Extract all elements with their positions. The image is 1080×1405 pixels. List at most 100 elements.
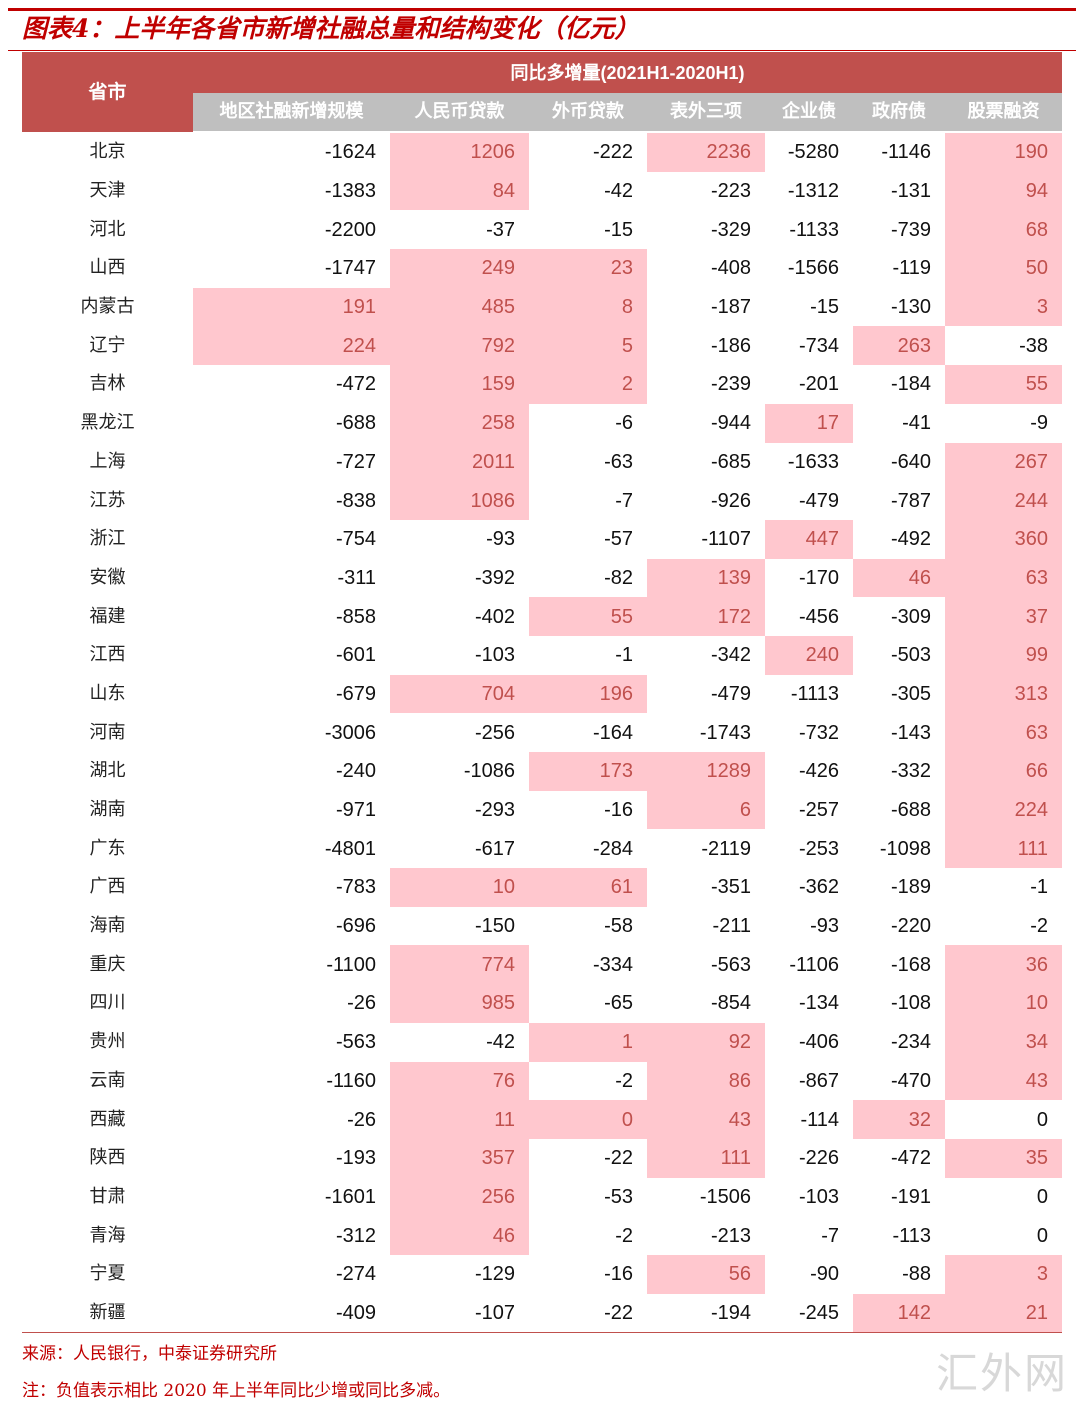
value-cell: -113 <box>892 1224 931 1247</box>
value-cell: -351 <box>710 876 751 899</box>
value-cell: 1 <box>529 1022 647 1062</box>
value-cell: -679 <box>335 682 376 705</box>
value-cell: 61 <box>529 868 647 907</box>
figure-title: 图表4：上半年各省市新增社融总量和结构变化（亿元） <box>22 14 640 43</box>
value-cell: 43 <box>647 1100 765 1139</box>
header-group: 同比多增量(2021H1-2020H1) <box>193 52 1063 93</box>
value-cell: -1624 <box>324 141 376 164</box>
column-header: 表外三项 <box>647 93 765 133</box>
value-cell: -971 <box>335 799 376 822</box>
value-cell: 1086 <box>390 481 529 520</box>
value-cell: 704 <box>390 674 529 714</box>
value-cell: 447 <box>765 519 853 559</box>
table-row: 甘肃 -1601 256 -53 -1506 -103 -191 0 <box>22 1177 1062 1217</box>
value-cell: -143 <box>890 721 931 744</box>
value-cell: -82 <box>604 566 633 589</box>
value-cell: -3006 <box>324 721 376 744</box>
value-cell: -9 <box>1030 412 1049 435</box>
value-cell: 99 <box>945 635 1063 675</box>
table-row: 江苏 -838 1086 -7 -926 -479 -787 244 <box>22 481 1063 520</box>
value-cell: -409 <box>193 1293 390 1334</box>
value-cell: -41 <box>902 412 931 435</box>
value-cell: -1160 <box>326 1069 376 1092</box>
province-cell: 江西 <box>89 644 126 666</box>
value-cell: 360 <box>945 519 1063 559</box>
column-header: 人民币贷款 <box>390 93 529 133</box>
value-cell: -193 <box>335 1147 376 1170</box>
value-cell: -130 <box>890 296 931 319</box>
value-cell: -90 <box>810 1263 839 1286</box>
table-row: 河北 -2200 -37 -15 -329 -1133 -739 68 <box>22 210 1063 250</box>
value-cell: -362 <box>798 876 839 899</box>
value-cell: -53 <box>604 1185 633 1208</box>
value-cell: 173 <box>529 752 647 791</box>
value-cell: -311 <box>337 566 376 589</box>
value-cell: -5280 <box>787 141 839 164</box>
value-cell: 5 <box>529 326 647 366</box>
value-cell: -129 <box>474 1263 515 1286</box>
value-cell: -245 <box>765 1293 853 1334</box>
value-cell: -184 <box>890 373 931 396</box>
province-cell: 陕西 <box>89 1147 126 1169</box>
value-cell: -617 <box>474 837 515 860</box>
value-cell: -42 <box>604 180 633 203</box>
table-row: 四川 -26 985 -65 -854 -134 -108 10 <box>22 984 1063 1023</box>
value-cell: 43 <box>945 1061 1063 1101</box>
value-cell: 258 <box>390 403 529 443</box>
value-cell: -470 <box>890 1069 931 1092</box>
value-cell: -342 <box>710 644 751 667</box>
value-cell: -26 <box>347 1108 376 1131</box>
table-row: 安徽 -311 -392 -82 139 -170 46 63 <box>22 558 1063 598</box>
value-cell: -688 <box>335 412 376 435</box>
value-cell: -191 <box>890 1185 931 1208</box>
value-cell: -22 <box>604 1147 633 1170</box>
value-cell: -601 <box>335 644 376 667</box>
table-row: 山西 -1747 249 23 -408 -1566 -119 50 <box>22 249 1063 288</box>
province-cell: 山西 <box>89 257 126 279</box>
table-row: 重庆 -1100 774 -334 -563 -1106 -168 36 <box>22 945 1063 985</box>
value-cell: 263 <box>853 326 945 366</box>
value-cell: -858 <box>335 605 376 628</box>
value-cell: 46 <box>853 558 945 598</box>
value-cell: -408 <box>710 257 751 280</box>
value-cell: -1383 <box>324 180 376 203</box>
value-cell: -42 <box>486 1031 515 1054</box>
value-cell: 55 <box>529 597 647 636</box>
value-cell: 32 <box>853 1100 945 1139</box>
table-row: 河南 -3006 -256 -164 -1743 -732 -143 63 <box>22 713 1063 752</box>
data-table: 省市 同比多增量(2021H1-2020H1) 地区社融新增规模 人民币贷款 外币贷… <box>22 52 1063 1334</box>
value-cell: -503 <box>890 644 931 667</box>
table-row: 陕西 -193 357 -22 111 -226 -472 35 <box>22 1138 1063 1178</box>
value-cell: -93 <box>810 915 839 938</box>
value-cell: 11 <box>390 1100 529 1139</box>
province-cell: 浙江 <box>89 528 126 550</box>
value-cell: -392 <box>474 566 515 589</box>
value-cell: 86 <box>647 1061 765 1101</box>
table-row: 宁夏 -274 -129 -16 56 -90 -88 3 <box>22 1254 1063 1294</box>
value-cell: -293 <box>474 799 515 822</box>
table-row: 广东 -4801 -617 -284 -2119 -253 -1098 111 <box>22 829 1063 869</box>
column-header: 地区社融新增规模 <box>193 93 390 133</box>
value-cell: -309 <box>890 605 931 628</box>
value-cell: 139 <box>647 558 765 598</box>
value-cell: 985 <box>390 984 529 1023</box>
value-cell: 0 <box>1036 1224 1049 1247</box>
value-cell: -312 <box>335 1224 376 1247</box>
table-row: 海南 -696 -150 -58 -211 -93 -220 -2 <box>22 907 1062 946</box>
table-row: 湖北 -240 -1086 173 1289 -426 -332 66 <box>22 752 1063 791</box>
value-cell: 56 <box>647 1254 765 1294</box>
province-cell: 新疆 <box>22 1293 193 1334</box>
table-row: 辽宁 224 792 5 -186 -734 263 -38 <box>22 326 1062 366</box>
value-cell: -103 <box>474 644 515 667</box>
value-cell: -131 <box>890 180 931 203</box>
value-cell: -783 <box>335 876 376 899</box>
value-cell: 267 <box>945 442 1063 482</box>
value-cell: 66 <box>945 752 1063 791</box>
value-cell: -213 <box>710 1224 751 1247</box>
value-cell: 191 <box>193 287 390 327</box>
value-cell: -1113 <box>790 682 839 705</box>
table-row: 贵州 -563 -42 1 92 -406 -234 34 <box>22 1022 1063 1062</box>
value-cell: 68 <box>945 210 1063 250</box>
value-cell: -253 <box>798 837 839 860</box>
value-cell: 50 <box>945 249 1063 288</box>
